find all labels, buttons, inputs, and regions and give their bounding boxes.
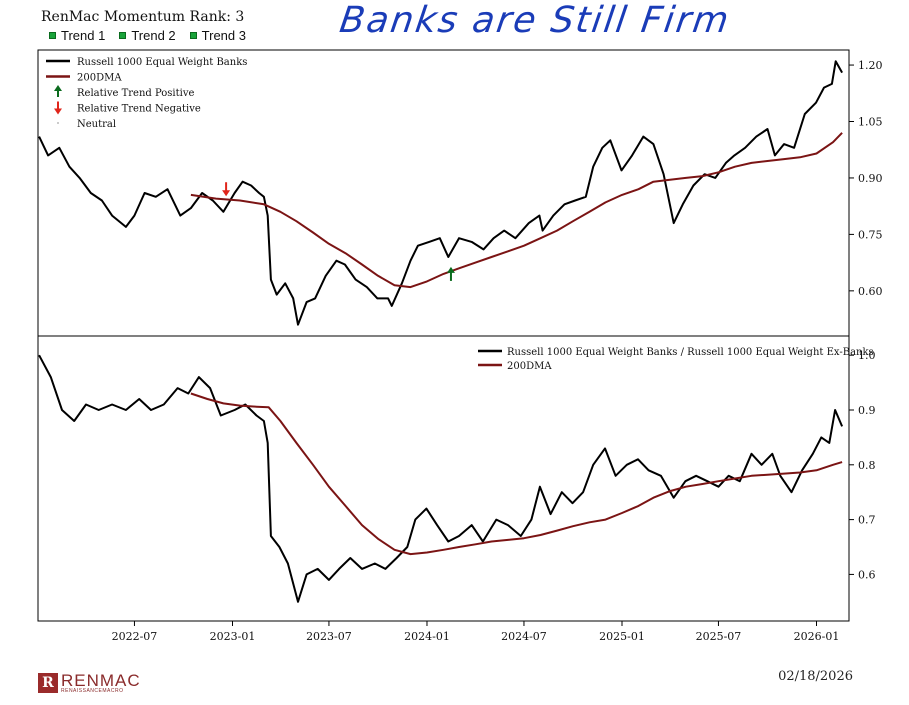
x-tick-label: 2026-01 (794, 630, 840, 643)
trend-legend: Trend 1 Trend 2 Trend 3 (49, 28, 246, 43)
legend-label: Russell 1000 Equal Weight Banks (77, 57, 247, 68)
trend-1-label: Trend 1 (61, 28, 106, 43)
trend-2-label: Trend 2 (131, 28, 176, 43)
y-tick-label: 0.7 (858, 514, 876, 527)
legend-item: Relative Trend Negative (54, 101, 201, 115)
trend-2-checkbox-icon (119, 32, 127, 39)
y-tick-label: 0.9 (858, 404, 876, 417)
legend-label: Russell 1000 Equal Weight Banks / Russel… (507, 347, 874, 358)
trend-3: Trend 3 (189, 28, 246, 43)
top-panel: 0.60 0.75 0.90 1.05 1.20 Russell 1000 Equal W… (37, 49, 883, 337)
logo-subtitle: RENAISSANCEMACRO (61, 688, 124, 694)
legend-label: 200DMA (77, 73, 122, 84)
legend-item: Relative Trend Positive (54, 85, 194, 99)
momentum-rank-title: RenMac Momentum Rank: 3 (41, 9, 245, 25)
y-tick-label: 0.75 (858, 228, 883, 241)
trend-1-checkbox-icon (49, 32, 56, 39)
y-tick-label: 1.20 (858, 59, 883, 72)
legend-item: Russell 1000 Equal Weight Banks / Russel… (478, 347, 874, 358)
x-tick-label: 2025-07 (696, 630, 742, 643)
dma-line (190, 132, 843, 289)
renmac-logo: R RENMAC RENAISSANCEMACRO (38, 672, 141, 694)
legend-label: Relative Trend Positive (77, 88, 194, 99)
trend-3-label: Trend 3 (201, 28, 246, 43)
legend: Russell 1000 Equal Weight Banks / Russel… (478, 347, 874, 372)
neutral-dot-icon (57, 122, 59, 124)
legend-item: Neutral (57, 119, 116, 130)
y-tick-label: 0.90 (858, 172, 883, 185)
y-tick-label: 1.05 (858, 116, 883, 129)
trend-positive-marker (446, 266, 455, 281)
legend-item: 200DMA (478, 361, 552, 372)
legend: Russell 1000 Equal Weight Banks 200DMA Rel… (46, 57, 247, 130)
bottom-panel: 0.6 0.7 0.8 0.9 1.0 2022-07 2023-01 2023-07 2024… (37, 335, 876, 643)
legend-item: Russell 1000 Equal Weight Banks (46, 57, 247, 68)
y-tick-label: 0.6 (858, 568, 876, 581)
trend-3-checkbox-icon (189, 32, 197, 39)
legend-item: 200DMA (46, 73, 122, 84)
footer-date: 02/18/2026 (778, 669, 853, 684)
plot-frame (37, 335, 850, 622)
legend-label: 200DMA (507, 361, 552, 372)
logo-name: RENMAC (61, 671, 141, 690)
dma-line (190, 392, 843, 556)
price-line (38, 354, 844, 603)
y-tick-label: 0.60 (858, 285, 883, 298)
trend-1: Trend 1 (49, 28, 105, 43)
trend-negative-marker (222, 182, 231, 197)
x-tick-label: 2024-01 (404, 630, 450, 643)
y-tick-label: 0.8 (858, 459, 876, 472)
legend-label: Relative Trend Negative (77, 104, 201, 115)
x-tick-label: 2024-07 (501, 630, 547, 643)
price-line (38, 60, 843, 326)
x-tick-label: 2023-07 (306, 630, 352, 643)
legend-label: Neutral (77, 119, 116, 130)
trend-2: Trend 2 (119, 28, 176, 43)
x-tick-label: 2023-01 (210, 630, 256, 643)
x-tick-label: 2025-01 (599, 630, 645, 643)
y-tick-label: 1.0 (858, 349, 876, 362)
logo-mark-icon: R (38, 673, 58, 693)
x-tick-label: 2022-07 (112, 630, 158, 643)
